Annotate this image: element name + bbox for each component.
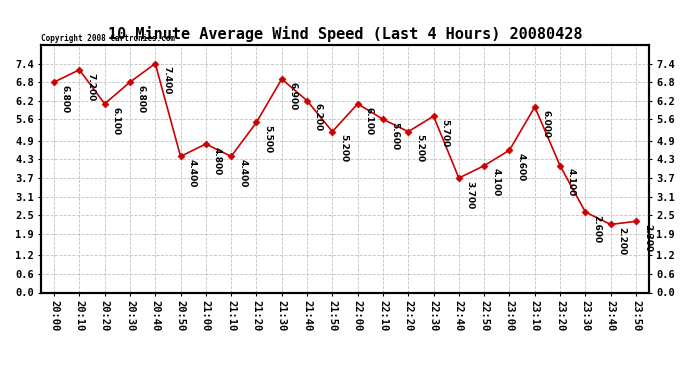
Text: 5.500: 5.500 (264, 125, 273, 153)
Text: 5.600: 5.600 (390, 122, 399, 150)
Text: 6.200: 6.200 (314, 104, 323, 132)
Title: 10 Minute Average Wind Speed (Last 4 Hours) 20080428: 10 Minute Average Wind Speed (Last 4 Hou… (108, 27, 582, 42)
Text: 6.800: 6.800 (137, 85, 146, 113)
Text: 6.900: 6.900 (288, 82, 297, 110)
Text: 4.600: 4.600 (516, 153, 525, 181)
Text: 4.100: 4.100 (567, 168, 576, 196)
Text: 4.400: 4.400 (238, 159, 247, 188)
Text: 4.100: 4.100 (491, 168, 500, 196)
Text: 6.100: 6.100 (364, 106, 373, 135)
Text: 3.700: 3.700 (466, 181, 475, 209)
Text: 6.800: 6.800 (61, 85, 70, 113)
Text: 7.400: 7.400 (162, 66, 171, 95)
Text: 6.000: 6.000 (542, 110, 551, 138)
Text: 2.300: 2.300 (643, 224, 652, 252)
Text: 2.600: 2.600 (592, 215, 601, 243)
Text: 5.200: 5.200 (339, 134, 348, 162)
Text: 2.200: 2.200 (618, 227, 627, 255)
Text: 4.800: 4.800 (213, 147, 221, 175)
Text: 5.700: 5.700 (440, 119, 449, 147)
Text: 4.400: 4.400 (188, 159, 197, 188)
Text: 5.200: 5.200 (415, 134, 424, 162)
Text: 7.200: 7.200 (86, 72, 95, 101)
Text: 6.100: 6.100 (112, 106, 121, 135)
Text: Copyright 2008 Cartronics.com: Copyright 2008 Cartronics.com (41, 33, 175, 42)
